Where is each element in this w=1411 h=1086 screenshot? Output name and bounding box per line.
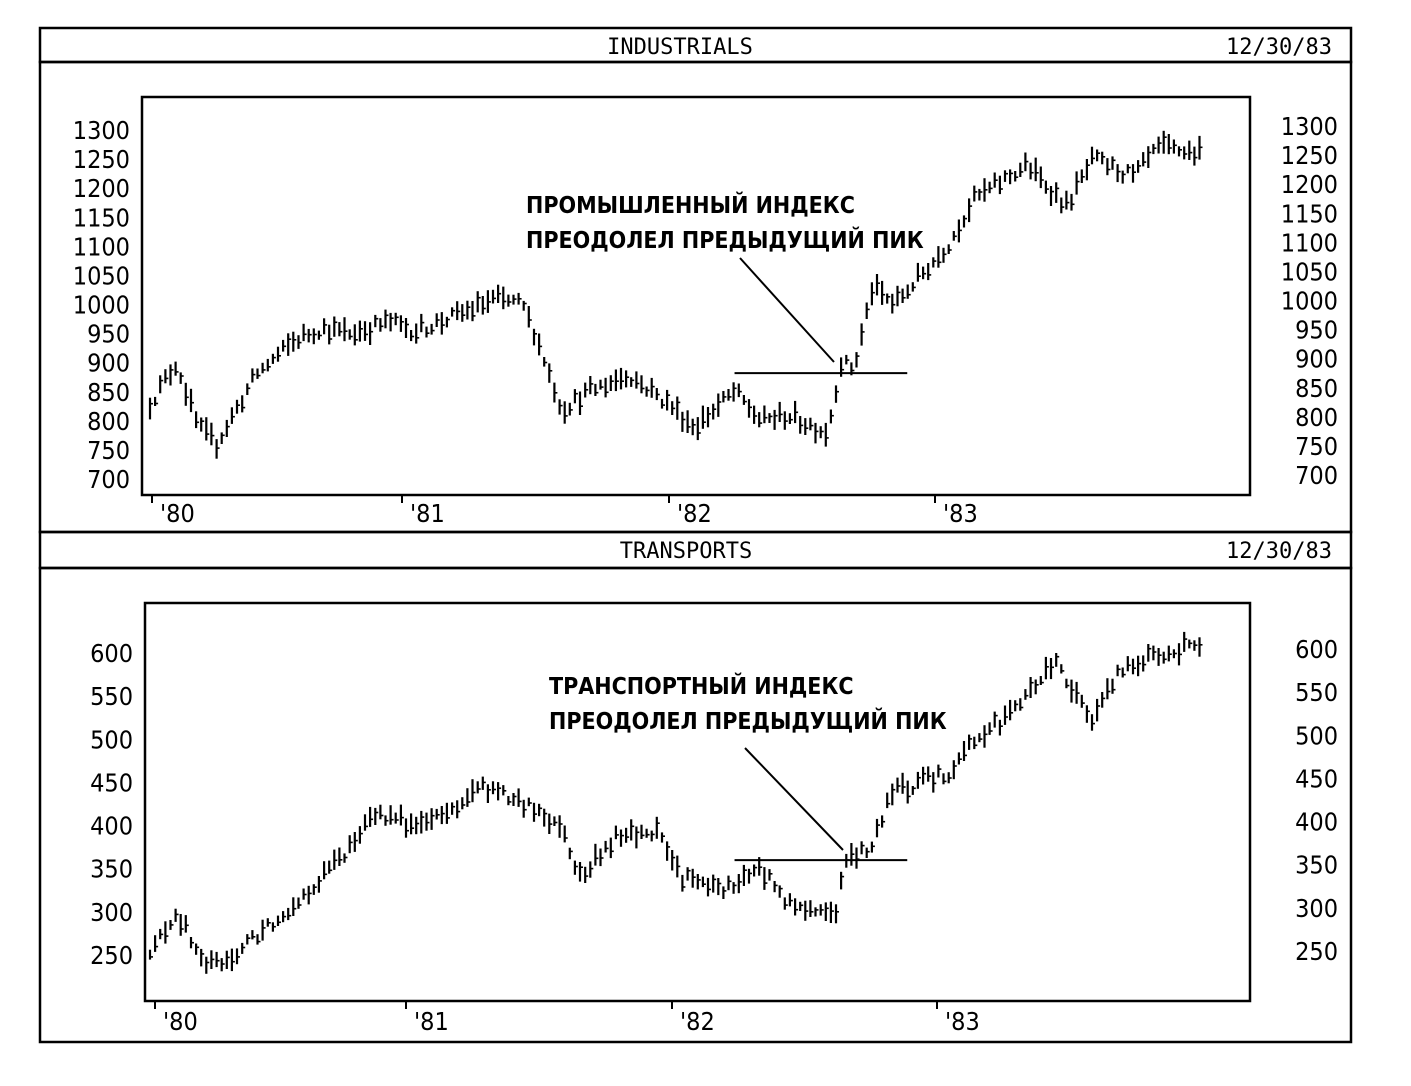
- industrials-annotation-arrow: [739, 257, 835, 363]
- transports-title: TRANSPORTS: [620, 539, 752, 564]
- industrials-y-tick-right: 1200: [1281, 170, 1338, 199]
- industrials-y-tick-right: 1150: [1281, 199, 1338, 228]
- industrials-price-bars: [148, 130, 1203, 459]
- industrials-x-tick: '82: [677, 499, 712, 528]
- industrials-y-tick-right: 1000: [1281, 287, 1338, 316]
- transports-y-tick-right: 250: [1295, 937, 1338, 966]
- transports-y-tick-left: 400: [90, 812, 133, 841]
- industrials-x-ticks: '80 '81 '82 '83: [151, 495, 978, 528]
- industrials-y-tick-right: 1250: [1281, 141, 1338, 170]
- transports-price-bars: [148, 631, 1203, 974]
- transports-y-ticks: 250 250 300 300 350 350 400 400 450 450 500 500 550 5…: [90, 635, 1338, 970]
- transports-y-tick-right: 350: [1295, 851, 1338, 880]
- transports-x-tick: '80: [163, 1007, 198, 1036]
- industrials-y-tick-left: 1250: [73, 145, 130, 174]
- industrials-x-tick: '83: [943, 499, 978, 528]
- transports-x-tick: '83: [945, 1007, 980, 1036]
- transports-plot-area: [143, 601, 1252, 1003]
- panel-transports: TRANSPORTS 12/30/83 250 250 300 300 350 350 40…: [38, 530, 1353, 1044]
- industrials-annotation-line2: ПРЕОДОЛЕЛ ПРЕДЫДУЩИЙ ПИК: [526, 226, 924, 254]
- transports-annotation-arrow: [744, 747, 844, 851]
- industrials-y-tick-left: 750: [87, 436, 130, 465]
- transports-y-tick-right: 600: [1295, 635, 1338, 664]
- industrials-y-tick-left: 800: [87, 407, 130, 436]
- industrials-y-tick-right: 700: [1295, 461, 1338, 490]
- transports-x-tick: '82: [680, 1007, 715, 1036]
- transports-x-ticks: '80 '81 '82 '83: [154, 1001, 980, 1036]
- industrials-y-tick-left: 1150: [73, 203, 130, 232]
- industrials-y-tick-left: 1200: [73, 174, 130, 203]
- transports-annotation-line2: ПРЕОДОЛЕЛ ПРЕДЫДУЩИЙ ПИК: [549, 707, 947, 735]
- industrials-annotation-line1: ПРОМЫШЛЕННЫЙ ИНДЕКС: [526, 191, 855, 219]
- industrials-y-tick-right: 850: [1295, 374, 1338, 403]
- transports-y-tick-right: 550: [1295, 678, 1338, 707]
- transports-y-tick-left: 500: [90, 725, 133, 754]
- industrials-title: INDUSTRIALS: [607, 35, 753, 60]
- industrials-y-tick-left: 1000: [73, 291, 130, 320]
- industrials-y-tick-right: 1050: [1281, 257, 1338, 286]
- transports-y-tick-left: 550: [90, 682, 133, 711]
- transports-x-tick: '81: [414, 1007, 449, 1036]
- industrials-y-tick-left: 700: [87, 465, 130, 494]
- industrials-y-tick-left: 1300: [73, 116, 130, 145]
- transports-y-tick-right: 300: [1295, 894, 1338, 923]
- industrials-y-tick-left: 850: [87, 378, 130, 407]
- transports-y-tick-right: 500: [1295, 721, 1338, 750]
- industrials-y-tick-right: 750: [1295, 432, 1338, 461]
- industrials-y-tick-left: 1100: [73, 232, 130, 261]
- transports-y-tick-left: 300: [90, 898, 133, 927]
- transports-y-tick-left: 350: [90, 855, 133, 884]
- industrials-y-tick-right: 1300: [1281, 112, 1338, 141]
- transports-y-tick-right: 450: [1295, 764, 1338, 793]
- transports-y-tick-left: 600: [90, 639, 133, 668]
- industrials-y-tick-left: 900: [87, 349, 130, 378]
- industrials-y-tick-left: 1050: [73, 261, 130, 290]
- industrials-y-tick-right: 950: [1295, 316, 1338, 345]
- industrials-x-tick: '80: [160, 499, 195, 528]
- industrials-y-tick-left: 950: [87, 320, 130, 349]
- industrials-y-tick-right: 900: [1295, 345, 1338, 374]
- industrials-plot-area: [140, 95, 1252, 497]
- transports-annotation-line1: ТРАНСПОРТНЫЙ ИНДЕКС: [549, 672, 854, 700]
- industrials-x-tick: '81: [410, 499, 445, 528]
- transports-date: 12/30/83: [1226, 539, 1332, 564]
- industrials-y-tick-right: 800: [1295, 403, 1338, 432]
- transports-y-tick-left: 250: [90, 941, 133, 970]
- transports-frame: [38, 566, 1353, 1044]
- transports-y-tick-right: 400: [1295, 808, 1338, 837]
- industrials-frame: [38, 60, 1353, 534]
- industrials-y-tick-right: 1100: [1281, 228, 1338, 257]
- industrials-date: 12/30/83: [1226, 35, 1332, 60]
- transports-y-tick-left: 450: [90, 768, 133, 797]
